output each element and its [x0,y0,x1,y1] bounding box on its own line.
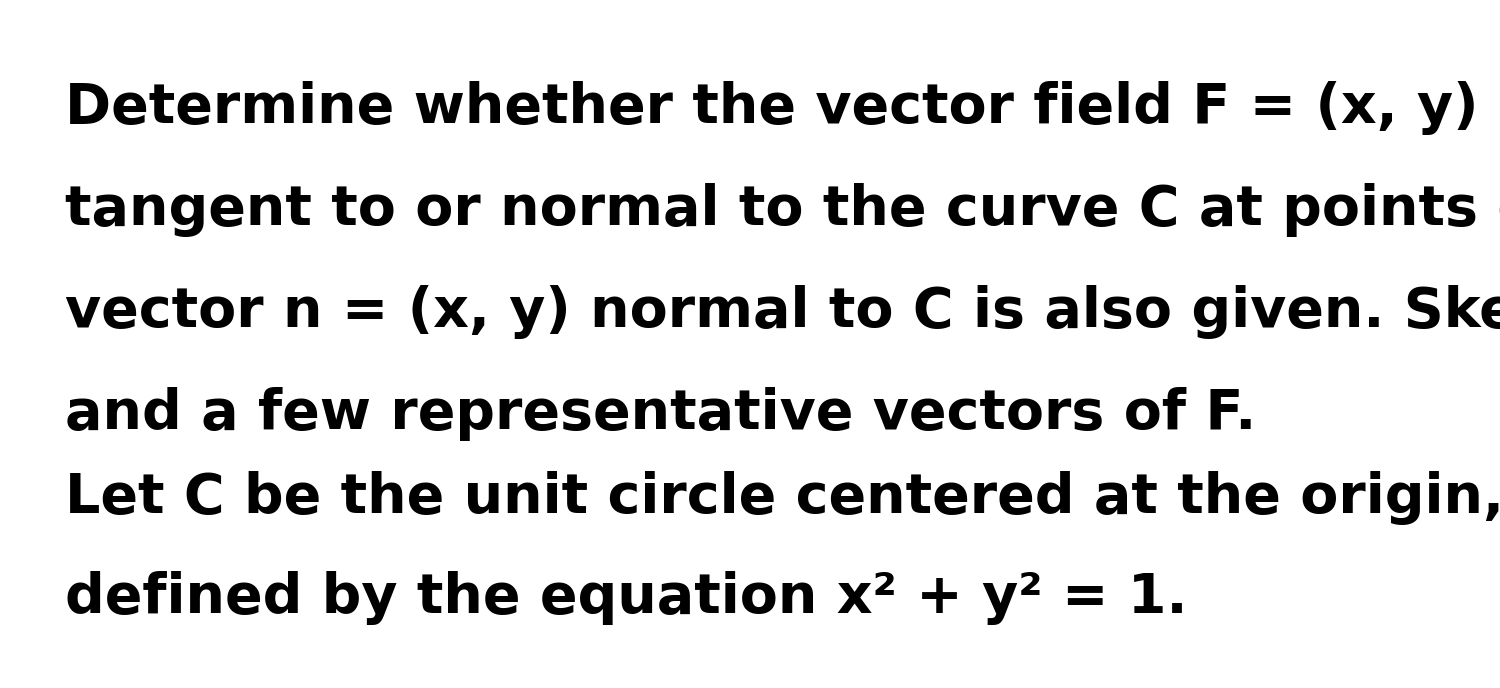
Text: Let C be the unit circle centered at the origin,: Let C be the unit circle centered at the… [64,471,1500,525]
Text: tangent to or normal to the curve C at points on C. A: tangent to or normal to the curve C at p… [64,183,1500,237]
Text: and a few representative vectors of F.: and a few representative vectors of F. [64,387,1257,441]
Text: Determine whether the vector field F = (x, y) is: Determine whether the vector field F = (… [64,81,1500,135]
Text: vector n = (x, y) normal to C is also given. Sketch C: vector n = (x, y) normal to C is also gi… [64,285,1500,339]
Text: defined by the equation x² + y² = 1.: defined by the equation x² + y² = 1. [64,571,1188,625]
